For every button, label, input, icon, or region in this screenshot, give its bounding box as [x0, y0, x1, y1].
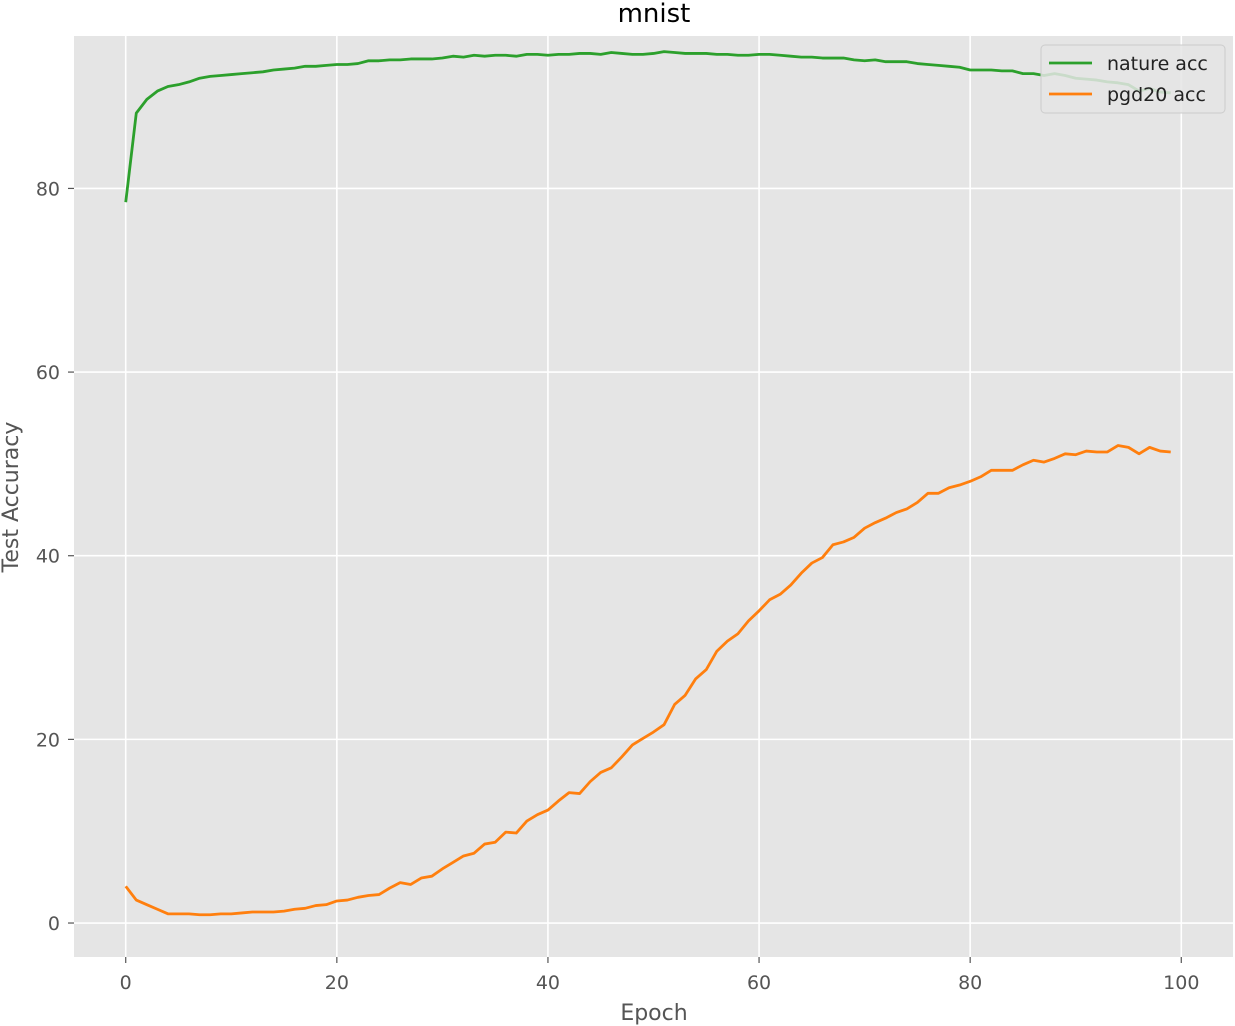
y-axis-label: Test Accuracy	[0, 422, 24, 574]
legend: nature acc pgd20 acc	[1040, 44, 1226, 114]
x-tick-label: 20	[325, 972, 349, 994]
x-tick-label: 60	[747, 972, 771, 994]
series-lines	[124, 50, 1171, 917]
x-tick-label: 100	[1163, 972, 1199, 994]
x-tick-label: 40	[536, 972, 560, 994]
y-tick-label: 80	[36, 178, 60, 200]
legend-label-pgd20-acc: pgd20 acc	[1107, 84, 1206, 106]
x-tick-label: 0	[120, 972, 132, 994]
legend-label-nature-acc: nature acc	[1107, 53, 1208, 75]
y-tick-label: 40	[36, 546, 60, 568]
y-tick-label: 0	[48, 913, 60, 935]
x-axis-label: Epoch	[620, 1001, 687, 1026]
chart-title: mnist	[618, 0, 691, 29]
tick-labels: 0 20 40 60 80 100 0 20 40 60 80	[36, 178, 1200, 994]
series-line-pgd20-acc	[124, 444, 1171, 917]
series-line-nature-acc	[124, 50, 1171, 203]
x-tick-label: 80	[958, 972, 982, 994]
y-tick-label: 60	[36, 362, 60, 384]
grid-lines	[74, 36, 1233, 957]
y-tick-label: 20	[36, 729, 60, 751]
plot-background	[74, 36, 1233, 957]
